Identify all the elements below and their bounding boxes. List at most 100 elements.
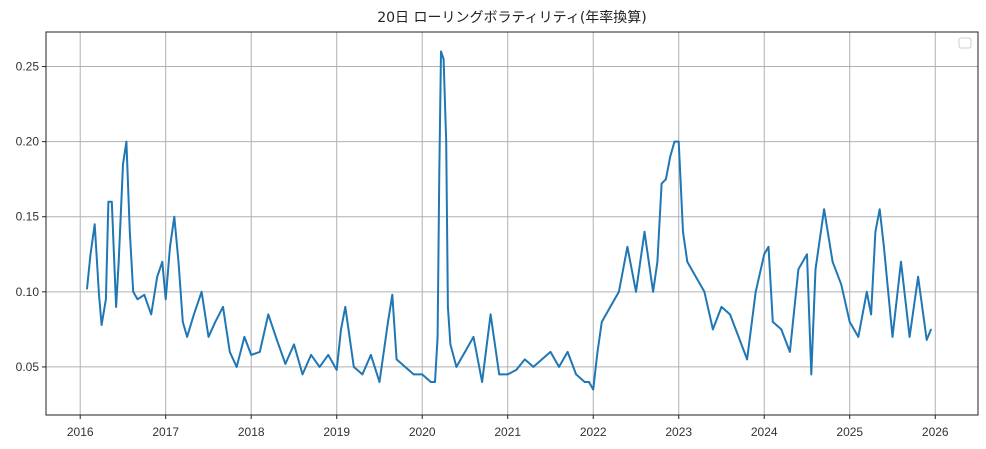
data-point [515,369,518,371]
series-layer [86,50,932,391]
data-point [789,351,791,353]
data-point [729,313,731,316]
x-tick-label: 2025 [836,425,863,439]
data-point [763,253,765,256]
data-point [682,231,684,233]
data-point [412,373,415,376]
data-point [200,291,203,293]
data-point [235,366,238,368]
x-tick-label: 2023 [665,425,692,439]
data-point [464,351,466,353]
data-point [588,381,590,383]
data-point [136,298,139,301]
data-point [626,246,629,248]
data-point [746,358,748,361]
data-point [370,354,372,356]
data-point [161,261,164,263]
data-point [840,283,842,286]
data-point [506,373,509,376]
data-point [164,298,167,301]
legend [958,37,972,49]
data-point [293,343,295,346]
data-point [925,339,928,341]
data-point [169,246,171,248]
data-point [596,351,599,353]
legend-box [958,37,972,49]
data-point [575,373,577,376]
series-line [86,50,932,391]
data-point [489,313,492,316]
data-point [669,155,671,158]
data-point [810,373,813,376]
data-point [455,366,458,368]
data-point [665,178,667,180]
data-point [387,321,389,323]
data-point [481,381,483,383]
data-point [883,246,885,248]
data-point [353,366,355,368]
data-point [150,313,152,316]
data-point [430,381,432,383]
data-point [89,253,92,256]
data-point [301,373,304,376]
data-point [335,369,338,371]
data-point [592,388,594,391]
data-point [340,328,342,331]
data-point [105,298,107,301]
data-point [823,208,825,210]
data-point [908,336,911,338]
x-tick-label: 2018 [238,425,265,439]
data-point [143,294,146,296]
data-point [754,291,757,293]
data-point [267,313,270,316]
data-point [421,373,424,376]
data-point [186,336,188,338]
data-point [395,358,398,361]
axes-layer: 2016 2017 2018 2019 2020 2021 2022 2023 2024 2025… [16,31,979,439]
data-point [814,268,817,271]
data-point [378,381,381,383]
x-tick-label: 2022 [580,425,607,439]
data-point [806,253,808,256]
x-tick-label: 2020 [409,425,436,439]
data-point [93,223,96,226]
data-point [870,313,872,316]
data-point [318,366,321,368]
data-point [156,276,158,278]
data-point [445,140,448,143]
data-point [132,291,134,293]
data-point [583,381,586,383]
data-point [558,366,560,368]
data-point [129,231,131,233]
data-point [772,321,774,323]
data-point [310,354,312,356]
data-point [229,351,231,353]
y-tick-label: 0.05 [16,360,40,374]
data-point [609,306,612,308]
data-point [449,343,452,346]
data-point [878,208,881,210]
data-point [438,170,441,173]
x-tick-label: 2024 [751,425,778,439]
data-point [643,231,646,233]
data-point [436,336,439,338]
data-point [173,215,176,218]
data-point [541,358,543,361]
data-point [656,261,659,263]
data-point [720,306,723,308]
data-point [857,336,860,338]
data-point [276,339,278,341]
data-point [686,261,689,263]
data-point [447,306,449,308]
data-point [848,321,851,323]
data-point [442,58,445,60]
x-tick-label: 2026 [922,425,949,439]
data-point [214,321,217,323]
data-point [566,351,569,353]
x-tick-label: 2021 [494,425,521,439]
data-point [440,50,442,53]
data-point [434,381,436,383]
data-point [601,321,603,323]
data-point [652,291,654,293]
